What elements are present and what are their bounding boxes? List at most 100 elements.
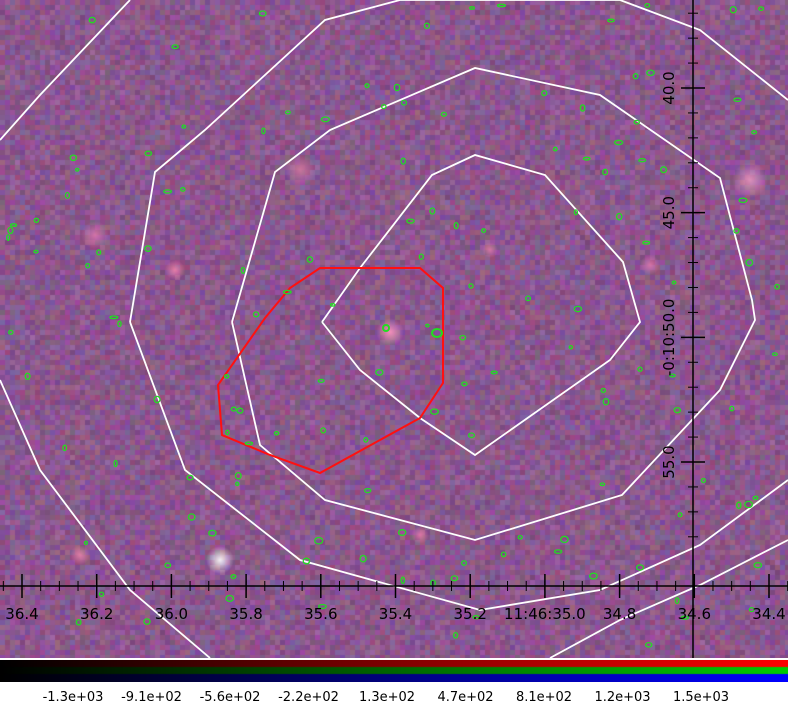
green-contour-speck xyxy=(771,352,778,357)
green-contour-speck xyxy=(186,474,194,481)
green-contour-speck xyxy=(235,481,240,487)
green-contour-speck xyxy=(738,197,748,204)
x-tick-label: 35.2 xyxy=(453,605,486,623)
y-tick-label: -0:10:50.0 xyxy=(660,299,678,377)
green-contour-speck xyxy=(359,554,367,563)
green-contour-speck xyxy=(400,576,406,585)
colorbar-tick-label: -9.1e+02 xyxy=(121,690,182,705)
green-contour-speck xyxy=(85,262,91,269)
colorbar-tick-label: 4.7e+02 xyxy=(437,690,494,705)
green-contour-speck xyxy=(96,249,102,256)
green-contour-speck xyxy=(187,513,196,521)
green-contour-speck xyxy=(431,328,443,338)
green-contour-speck xyxy=(453,221,459,230)
green-contour-speck xyxy=(644,641,653,648)
green-contour-speck xyxy=(397,529,407,536)
region-polygon[interactable] xyxy=(216,267,444,475)
green-contour-speck xyxy=(393,83,401,92)
green-contour-speck xyxy=(748,606,755,613)
contour-level-4c xyxy=(549,539,788,658)
green-contour-speck xyxy=(244,441,254,446)
green-contour-speck xyxy=(75,618,82,626)
y-tick-label: 45.0 xyxy=(660,196,678,229)
contour-level-4 xyxy=(0,0,131,141)
x-tick-label: 35.6 xyxy=(304,605,337,623)
green-contour-speck xyxy=(400,157,406,165)
green-contour-speck xyxy=(320,116,331,123)
green-contour-speck xyxy=(69,154,78,162)
x-tick-label: 34.4 xyxy=(752,605,785,623)
green-contour-speck xyxy=(744,500,754,509)
green-contour-speck xyxy=(171,44,179,50)
green-contour-speck xyxy=(736,501,742,510)
green-contour-speck xyxy=(380,103,387,110)
contour-level-1 xyxy=(321,154,641,457)
green-contour-speck xyxy=(7,226,14,235)
green-contour-speck xyxy=(230,574,237,579)
green-contour-speck xyxy=(599,482,606,487)
green-contour-speck xyxy=(225,594,235,602)
green-contour-speck xyxy=(700,477,707,484)
green-contour-speck xyxy=(729,405,735,412)
green-contour-speck xyxy=(644,2,651,8)
overlay: 36.4 36.2 36.0 35.8 35.6 35.4 35.2 11:46:35.0 34… xyxy=(0,0,788,658)
green-contour-speck xyxy=(677,512,683,518)
green-contour-speck xyxy=(282,289,292,295)
green-contour-speck xyxy=(306,256,314,263)
colorbar-tick-label: 1.2e+03 xyxy=(594,690,651,705)
x-tick-label: 35.8 xyxy=(229,605,262,623)
green-contour-speck xyxy=(751,130,758,135)
green-contour-speck xyxy=(240,266,246,274)
green-contour-speck xyxy=(406,218,415,224)
green-contour-speck xyxy=(553,549,563,554)
white-contours xyxy=(0,0,788,658)
green-contour-speck xyxy=(230,406,237,412)
green-contour-speck xyxy=(468,283,474,289)
green-contour-speck xyxy=(500,551,507,558)
green-contour-speck xyxy=(62,444,68,452)
green-contour-speck xyxy=(33,217,40,223)
colorbar: -1.3e+03 -9.1e+02 -5.6e+02 -2.2e+02 1.3e+02 4… xyxy=(0,658,788,707)
y-tick-label: 55.0 xyxy=(660,445,678,478)
green-contour-speck xyxy=(541,90,548,97)
green-contour-speck xyxy=(425,323,430,328)
green-contour-speck xyxy=(64,191,70,199)
green-contour-speck xyxy=(602,398,610,406)
sky-image xyxy=(0,0,788,658)
green-contour-speck xyxy=(753,562,763,569)
green-contour-speck xyxy=(496,3,507,8)
colorbar-tick-label: 1.3e+02 xyxy=(358,690,416,705)
green-contours xyxy=(6,2,780,648)
green-contour-speck xyxy=(729,5,737,14)
green-contour-speck xyxy=(517,534,523,540)
x-tick-label: 36.4 xyxy=(5,605,38,623)
green-contour-speck xyxy=(452,631,459,639)
green-contour-speck xyxy=(469,6,475,10)
x-tick-label: 34.8 xyxy=(603,605,636,623)
green-contour-speck xyxy=(638,157,647,163)
green-contour-speck xyxy=(363,487,372,494)
green-contour-speck xyxy=(674,597,680,605)
green-contour-speck xyxy=(490,370,498,375)
green-contour-speck xyxy=(153,395,161,404)
x-ticks: 36.4 36.2 36.0 35.8 35.6 35.4 35.2 11:46:35.0 34… xyxy=(2,574,788,623)
colorbar-tick-label: 1.5e+03 xyxy=(672,690,730,705)
green-contour-speck xyxy=(163,189,173,194)
colorbar-tick-label: -1.3e+03 xyxy=(42,690,104,705)
x-tick-label: 36.2 xyxy=(80,605,113,623)
green-contour-speck xyxy=(181,124,187,129)
image-panel[interactable]: 36.4 36.2 36.0 35.8 35.6 35.4 35.2 11:46:35.0 34… xyxy=(0,0,788,658)
green-contour-speck xyxy=(615,212,623,221)
green-contour-speck xyxy=(314,536,324,545)
green-contour-speck xyxy=(774,283,780,290)
contour-level-2 xyxy=(231,67,756,541)
green-contour-speck xyxy=(613,139,624,146)
green-contour-speck xyxy=(635,564,645,571)
green-contour-speck xyxy=(33,249,39,254)
green-contour-speck xyxy=(440,111,448,117)
green-contour-speck xyxy=(143,618,151,625)
green-contour-speck xyxy=(637,366,643,372)
colorbar-tick-label: -2.2e+02 xyxy=(278,690,339,705)
green-contour-speck xyxy=(680,615,690,620)
green-contour-speck xyxy=(317,603,327,610)
